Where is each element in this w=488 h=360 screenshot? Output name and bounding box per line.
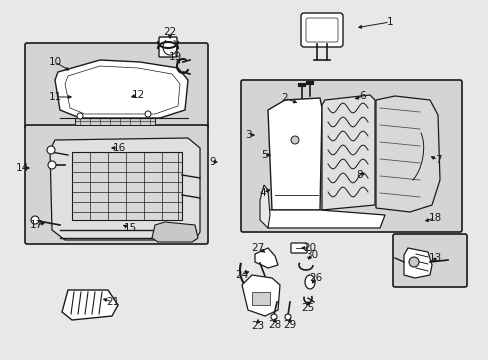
Text: 8: 8 bbox=[356, 170, 363, 180]
Circle shape bbox=[48, 161, 56, 169]
Circle shape bbox=[31, 216, 39, 224]
Text: 2: 2 bbox=[281, 93, 288, 103]
Text: 14: 14 bbox=[15, 163, 29, 173]
Text: 9: 9 bbox=[209, 157, 216, 167]
Polygon shape bbox=[75, 118, 155, 125]
Text: 11: 11 bbox=[48, 92, 61, 102]
Polygon shape bbox=[264, 210, 384, 228]
Text: 7: 7 bbox=[434, 155, 440, 165]
Text: 1: 1 bbox=[386, 17, 392, 27]
FancyBboxPatch shape bbox=[25, 125, 207, 244]
Polygon shape bbox=[375, 96, 439, 212]
Text: 3: 3 bbox=[244, 130, 251, 140]
Polygon shape bbox=[62, 290, 118, 320]
Text: 24: 24 bbox=[235, 270, 248, 280]
FancyBboxPatch shape bbox=[25, 43, 207, 129]
Text: 10: 10 bbox=[48, 57, 61, 67]
Text: 18: 18 bbox=[427, 213, 441, 223]
Circle shape bbox=[408, 257, 418, 267]
Ellipse shape bbox=[305, 275, 314, 289]
Text: 30: 30 bbox=[305, 250, 318, 260]
FancyBboxPatch shape bbox=[241, 80, 461, 232]
Text: 21: 21 bbox=[106, 297, 120, 307]
Text: 29: 29 bbox=[283, 320, 296, 330]
Circle shape bbox=[285, 314, 290, 320]
Text: 5: 5 bbox=[260, 150, 267, 160]
FancyBboxPatch shape bbox=[159, 37, 177, 57]
Polygon shape bbox=[321, 95, 374, 210]
Polygon shape bbox=[254, 248, 278, 268]
Text: 6: 6 bbox=[359, 91, 366, 101]
Circle shape bbox=[145, 111, 151, 117]
Circle shape bbox=[77, 113, 83, 119]
Polygon shape bbox=[251, 292, 269, 305]
Polygon shape bbox=[72, 152, 182, 220]
Polygon shape bbox=[55, 60, 187, 118]
Text: 15: 15 bbox=[123, 223, 136, 233]
FancyBboxPatch shape bbox=[301, 13, 342, 47]
Circle shape bbox=[270, 314, 276, 320]
Text: 4: 4 bbox=[259, 188, 266, 198]
Polygon shape bbox=[50, 138, 200, 240]
Text: 16: 16 bbox=[112, 143, 125, 153]
Text: 13: 13 bbox=[427, 253, 441, 263]
Polygon shape bbox=[152, 222, 198, 242]
Polygon shape bbox=[267, 98, 321, 210]
FancyBboxPatch shape bbox=[290, 243, 306, 253]
Text: 22: 22 bbox=[163, 27, 176, 37]
Text: 19: 19 bbox=[168, 52, 181, 62]
FancyBboxPatch shape bbox=[392, 234, 466, 287]
Text: 28: 28 bbox=[268, 320, 281, 330]
Polygon shape bbox=[403, 248, 431, 278]
Text: 25: 25 bbox=[301, 303, 314, 313]
Circle shape bbox=[290, 136, 298, 144]
Circle shape bbox=[47, 146, 55, 154]
Text: 12: 12 bbox=[131, 90, 144, 100]
Text: 26: 26 bbox=[309, 273, 322, 283]
Text: 20: 20 bbox=[303, 243, 316, 253]
Text: 27: 27 bbox=[251, 243, 264, 253]
Polygon shape bbox=[260, 185, 269, 228]
Polygon shape bbox=[242, 275, 280, 316]
Text: 17: 17 bbox=[29, 220, 42, 230]
Text: 23: 23 bbox=[251, 321, 264, 331]
